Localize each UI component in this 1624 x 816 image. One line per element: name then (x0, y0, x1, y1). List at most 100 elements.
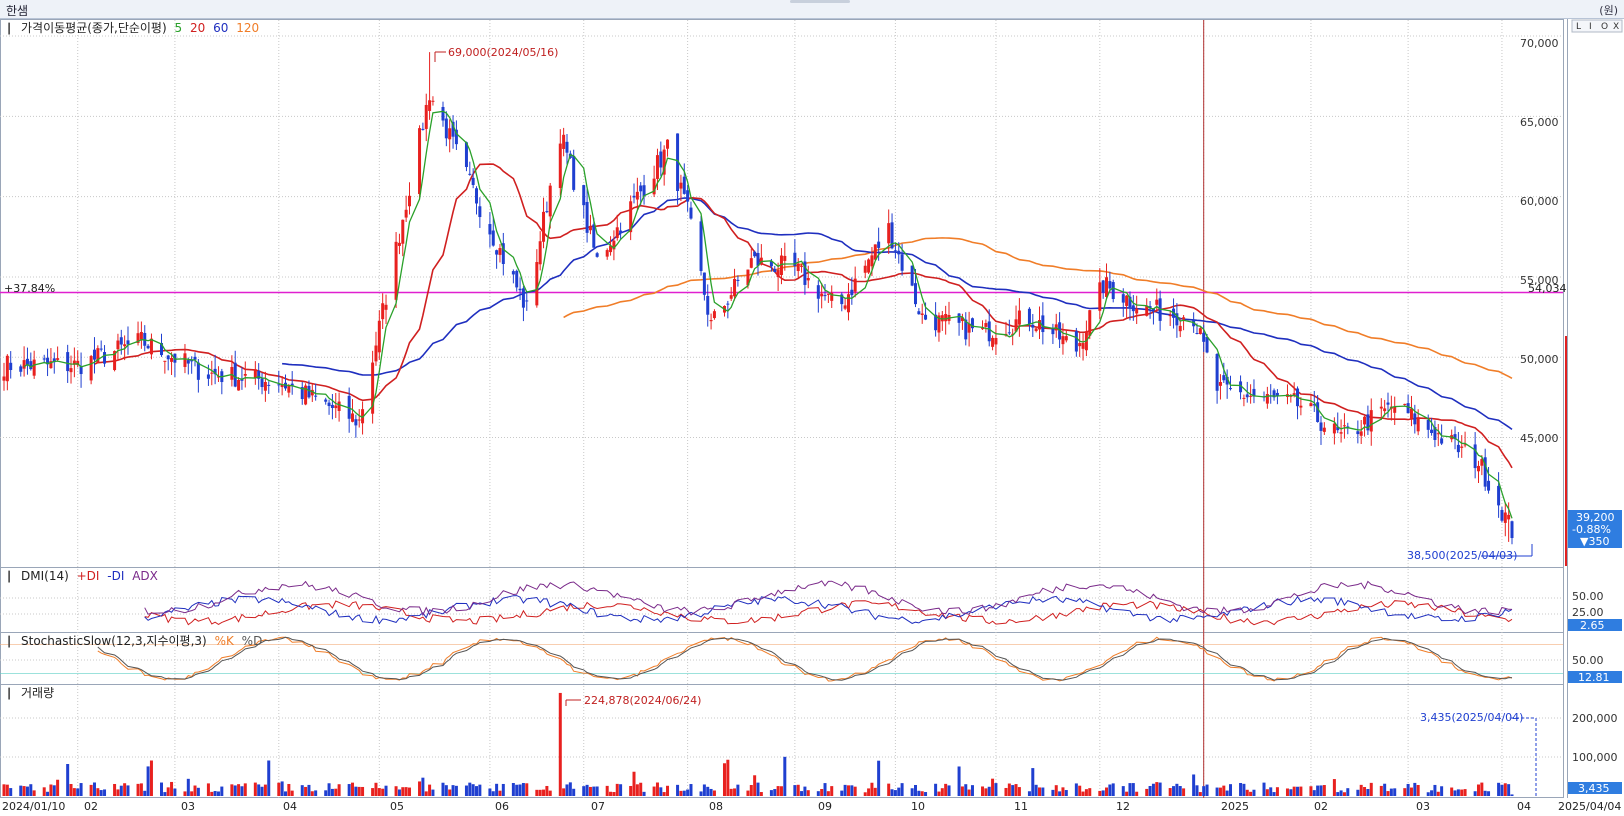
volume-bar (726, 759, 730, 796)
candle-body (1359, 431, 1363, 436)
candle-body (468, 173, 472, 175)
candle-body (206, 374, 210, 379)
volume-bar (1426, 792, 1430, 796)
volume-high-annotation: 224,878(2024/06/24) (565, 694, 701, 707)
volume-bar (525, 783, 529, 796)
volume-bar (615, 783, 619, 796)
candle-body (1245, 394, 1249, 398)
volume-bar (820, 789, 824, 796)
volume-bar (957, 766, 961, 796)
volume-bar (562, 788, 566, 796)
volume-bar (103, 789, 107, 796)
candle-body (1078, 343, 1082, 347)
option-button[interactable]: O (1601, 22, 1608, 32)
candle-body (277, 384, 281, 386)
volume-bar (1182, 788, 1186, 796)
candle-body (1510, 521, 1514, 539)
volume-bar (1249, 791, 1253, 796)
current-price-box: 39,200 -0.88% ▼350 (1568, 510, 1622, 548)
candle-body (682, 176, 686, 194)
candle-body (1436, 433, 1440, 435)
lock-button[interactable]: L (1576, 22, 1581, 32)
volume-bar (1342, 792, 1346, 796)
volume-bar (22, 786, 26, 796)
candle-body (615, 227, 619, 239)
candle-body (1064, 336, 1068, 341)
candle-body (1252, 388, 1256, 397)
volume-bar (397, 789, 401, 796)
x-label: 2025 (1221, 800, 1249, 813)
volume-bar (173, 788, 177, 796)
candle-body (659, 151, 663, 168)
candle-body (1319, 422, 1323, 431)
volume-bar (1453, 790, 1457, 796)
candle-body (843, 305, 847, 309)
volume-bar (1430, 790, 1434, 796)
volume-bar (119, 785, 123, 796)
volume-bar (277, 782, 281, 796)
candle-body (1406, 403, 1410, 414)
candle-body (676, 133, 680, 191)
volume-bar (371, 788, 375, 796)
volume-bar (1272, 792, 1276, 796)
volume-bar (666, 785, 670, 796)
candle-body (1105, 277, 1109, 297)
volume-bar (428, 784, 432, 796)
drag-handle[interactable] (790, 0, 850, 3)
hline-left-label: +37.84% (4, 282, 55, 295)
candle-body (149, 338, 153, 355)
volume-bar (1299, 786, 1303, 796)
panel-controls[interactable]: L I O X (1571, 19, 1623, 33)
volume-bar (213, 791, 217, 796)
candle-body (1356, 431, 1360, 435)
volume-bar (160, 782, 164, 796)
candle-body (46, 357, 50, 365)
plus-di-label: +DI (77, 569, 100, 583)
volume-bar (1262, 782, 1266, 796)
close-button[interactable]: X (1613, 22, 1619, 32)
candle-body (920, 313, 924, 315)
volume-bar (1460, 789, 1464, 796)
volume-bar (823, 783, 827, 796)
dmi-current-bg (1568, 619, 1622, 631)
candle-body (1088, 310, 1092, 336)
volume-bar (441, 782, 445, 796)
volume-y-tick: 200,000 (1572, 712, 1618, 725)
candle-body (984, 323, 988, 327)
volume-bar (1487, 791, 1491, 796)
volume-bar (1051, 789, 1055, 796)
candle-body (1229, 388, 1233, 390)
volume-bar (1406, 783, 1410, 796)
volume-bar (25, 786, 29, 796)
candle-body (863, 265, 867, 273)
candle-body (588, 226, 592, 231)
candle-body (1242, 397, 1246, 399)
candle-body (146, 345, 150, 349)
volume-bar (1483, 790, 1487, 796)
candle-body (25, 358, 29, 365)
info-button[interactable]: I (1589, 22, 1592, 32)
candle-body (337, 401, 341, 411)
candle-body (260, 378, 264, 388)
volume-bar (374, 782, 378, 796)
panel-frames (0, 19, 1568, 798)
candle-body (354, 419, 358, 426)
ma-5-path (23, 110, 1513, 519)
candle-body (1249, 395, 1253, 397)
volume-bar (263, 784, 267, 796)
volume-bar (89, 784, 93, 796)
volume-bar (1296, 786, 1300, 796)
candle-body (582, 185, 586, 206)
candle-body (401, 219, 405, 244)
volume-bar (1017, 787, 1021, 796)
candle-body (233, 362, 237, 387)
candle-body (535, 262, 539, 306)
volume-bar (652, 786, 656, 796)
candle-body (488, 224, 492, 235)
volume-bar (1339, 790, 1343, 796)
candle-body (1503, 512, 1507, 523)
volume-bar (1105, 787, 1109, 796)
price-panel-frame (0, 19, 1564, 568)
